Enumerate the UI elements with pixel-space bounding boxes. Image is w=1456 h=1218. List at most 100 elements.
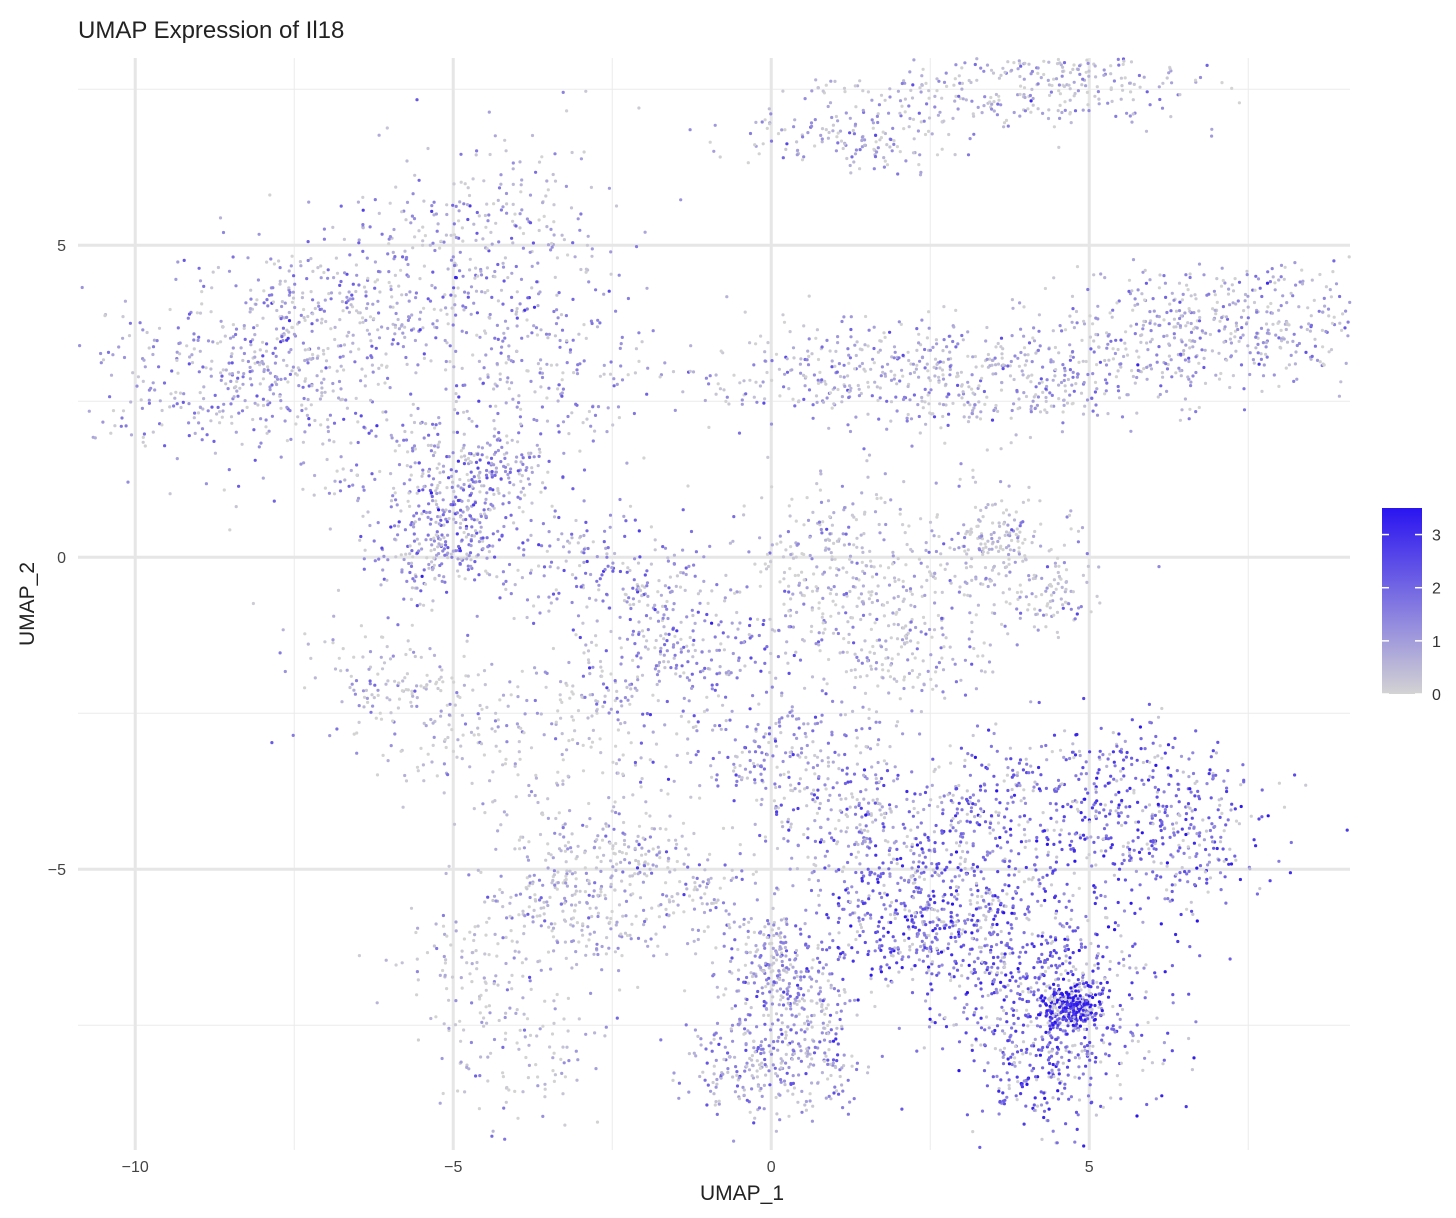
cell-point (433, 308, 436, 311)
cell-point (799, 372, 802, 375)
cell-point (826, 818, 829, 821)
cell-point (407, 319, 410, 322)
cell-point (830, 116, 833, 119)
cell-point (249, 298, 252, 301)
cell-point (851, 514, 854, 517)
cell-point (1096, 85, 1099, 88)
cell-point (554, 276, 557, 279)
cell-point (910, 417, 913, 420)
cell-point (969, 565, 972, 568)
cell-point (646, 595, 649, 598)
cell-point (631, 587, 634, 590)
cell-point (310, 290, 313, 293)
cell-point (467, 292, 470, 295)
cell-point (816, 796, 819, 799)
cell-point (821, 616, 824, 619)
cell-point (848, 590, 851, 593)
cell-point (882, 331, 885, 334)
cell-point (1281, 294, 1284, 297)
cell-point (666, 617, 669, 620)
cell-point (545, 363, 548, 366)
cell-point (313, 474, 316, 477)
cell-point (735, 784, 738, 787)
cell-point (661, 545, 664, 548)
cell-point (1063, 561, 1066, 564)
cell-point (603, 530, 606, 533)
cell-point (797, 542, 800, 545)
cell-point (1313, 338, 1316, 341)
cell-point (1048, 94, 1051, 97)
cell-point (791, 714, 794, 717)
cell-point (817, 379, 820, 382)
cell-point (413, 444, 416, 447)
cell-point (858, 830, 861, 833)
cell-point (1262, 341, 1265, 344)
cell-point (961, 82, 964, 85)
cell-point (611, 562, 614, 565)
cell-point (416, 407, 419, 410)
cell-point (519, 302, 522, 305)
cell-point (934, 768, 937, 771)
cell-point (174, 391, 177, 394)
cell-point (320, 321, 323, 324)
cell-point (390, 505, 393, 508)
cell-point (655, 639, 658, 642)
cell-point (1228, 386, 1231, 389)
cell-point (1046, 565, 1049, 568)
cell-point (731, 826, 734, 829)
cell-point (815, 394, 818, 397)
cell-point (481, 540, 484, 543)
cell-point (403, 250, 406, 253)
cell-point (458, 209, 461, 212)
cell-point (429, 538, 432, 541)
cell-point (320, 370, 323, 373)
cell-point (820, 720, 823, 723)
cell-point (1194, 371, 1197, 374)
cell-point (988, 100, 991, 103)
cell-point (519, 415, 522, 418)
cell-point (965, 98, 968, 101)
cell-point (1085, 71, 1088, 74)
cell-point (125, 424, 128, 427)
cell-point (843, 543, 846, 546)
cell-point (912, 363, 915, 366)
cell-point (960, 747, 963, 750)
cell-point (303, 397, 306, 400)
cell-point (1134, 297, 1137, 300)
cell-point (945, 636, 948, 639)
cell-point (1202, 273, 1205, 276)
cell-point (224, 335, 227, 338)
cell-point (1266, 356, 1269, 359)
cell-point (894, 580, 897, 583)
cell-point (580, 585, 583, 588)
cell-point (825, 128, 828, 131)
cell-point (350, 469, 353, 472)
cell-point (520, 359, 523, 362)
cell-point (577, 614, 580, 617)
cell-point (1068, 514, 1071, 517)
cell-point (289, 373, 292, 376)
cell-point (831, 359, 834, 362)
cell-point (774, 786, 777, 789)
cell-point (827, 137, 830, 140)
cell-point (561, 378, 564, 381)
cell-point (797, 844, 800, 847)
cell-point (691, 655, 694, 658)
cell-point (679, 675, 682, 678)
cell-point (773, 799, 776, 802)
cell-point (571, 601, 574, 604)
cell-point (1045, 411, 1048, 414)
cell-point (806, 836, 809, 839)
cell-point (916, 641, 919, 644)
cell-point (954, 309, 957, 312)
cell-point (852, 160, 855, 163)
cell-point (137, 375, 140, 378)
cell-point (672, 370, 675, 373)
cell-point (413, 235, 416, 238)
cell-point (427, 516, 430, 519)
cell-point (599, 660, 602, 663)
cell-point (438, 522, 441, 525)
cell-point (418, 461, 421, 464)
cell-point (554, 180, 557, 183)
cell-point (730, 671, 733, 674)
